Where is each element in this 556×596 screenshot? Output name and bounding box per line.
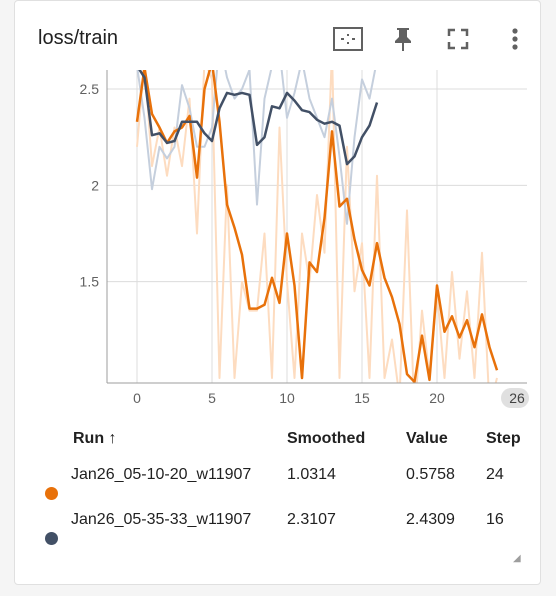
x-extent-badge: 26 <box>501 388 529 408</box>
raw-value: 2.4309 <box>406 511 455 529</box>
run-color-dot <box>45 487 58 500</box>
x-extent-badge-label: 26 <box>509 390 525 406</box>
run-color-dot <box>45 532 58 545</box>
step-value: 24 <box>486 466 504 484</box>
col-header-smoothed[interactable]: Smoothed <box>287 430 365 448</box>
run-name: Jan26_05-35-33_w11907 <box>71 511 251 529</box>
y-tick-label: 2 <box>91 177 99 193</box>
x-tick-label: 15 <box>354 390 370 406</box>
y-tick-label: 2.5 <box>80 81 100 97</box>
x-tick-label: 5 <box>208 390 216 406</box>
raw-value: 0.5758 <box>406 466 455 484</box>
raw-lines <box>137 41 497 417</box>
col-header-value[interactable]: Value <box>406 430 448 448</box>
smoothed-value: 2.3107 <box>287 511 336 529</box>
step-value: 16 <box>486 511 504 529</box>
resize-handle-icon[interactable]: ◢ <box>513 553 521 564</box>
col-header-run[interactable]: Run ↑ <box>73 430 117 448</box>
raw-series-line-0 <box>137 51 497 417</box>
x-tick-label: 10 <box>279 390 295 406</box>
x-tick-label: 0 <box>133 390 141 406</box>
x-tick-label: 20 <box>429 390 445 406</box>
col-header-step[interactable]: Step <box>486 430 521 448</box>
y-tick-label: 1.5 <box>80 274 100 290</box>
loss-chart[interactable]: 0 5 10 15 20 1.5 2 2.5 26 <box>0 0 556 420</box>
run-name: Jan26_05-10-20_w11907 <box>71 466 251 484</box>
smoothed-value: 1.0314 <box>287 466 336 484</box>
